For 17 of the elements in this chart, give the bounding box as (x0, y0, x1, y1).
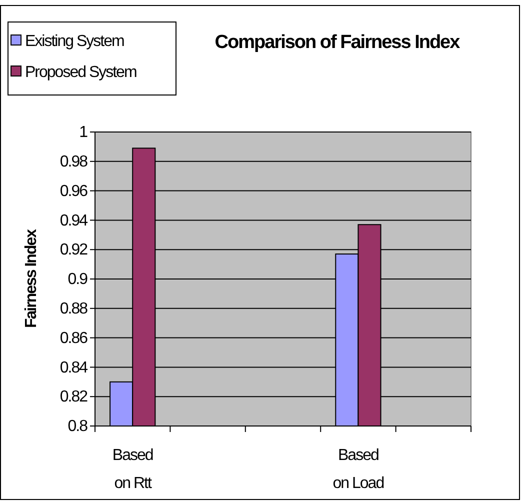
y-tick-label: 0.96 (60, 182, 88, 200)
y-tick-label: 0.9 (68, 271, 88, 288)
x-tick-label: Based on Load (332, 447, 384, 492)
y-tick-label: 0.92 (60, 242, 88, 259)
y-axis-title: Fairness Index (23, 228, 40, 328)
y-tick-label: 0.88 (60, 300, 88, 318)
y-tick-label: 0.82 (60, 388, 88, 406)
x-tick-label: Based on Rtt (112, 447, 153, 492)
legend-label: Proposed System (25, 64, 137, 81)
chart-title: Comparison of Fairness Index (214, 32, 461, 53)
legend-label: Existing System (25, 33, 124, 50)
y-tick-label: 0.86 (60, 330, 88, 347)
y-tick-label: 0.98 (60, 154, 88, 171)
y-tick-label: 0.94 (60, 212, 88, 230)
y-tick-label: 0.84 (60, 359, 88, 376)
y-tick-label: 1 (79, 124, 88, 142)
y-tick-label: 0.8 (68, 418, 88, 436)
